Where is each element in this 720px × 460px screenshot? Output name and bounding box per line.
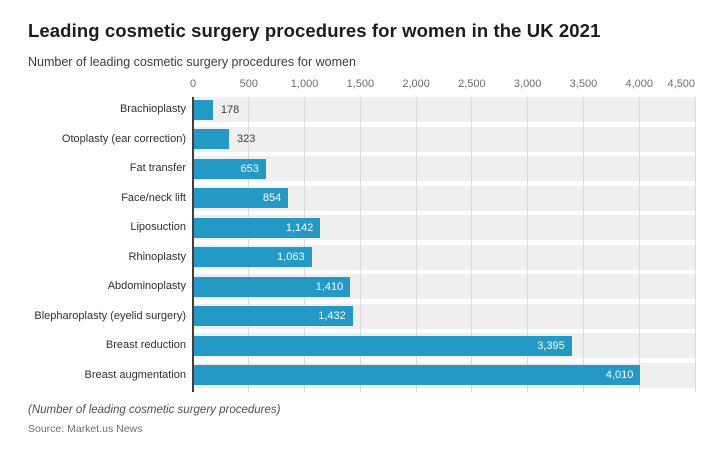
chart-subtitle: Number of leading cosmetic surgery proce… (28, 55, 356, 69)
category-label: Blepharoplasty (eyelid surgery) (34, 309, 186, 322)
bar (193, 306, 353, 326)
row-band (193, 126, 695, 152)
row-band (193, 156, 695, 181)
bar (193, 99, 213, 120)
value-label: 854 (262, 192, 282, 204)
x-tick-label: 4,000 (625, 78, 653, 90)
value-label: 1,432 (318, 310, 346, 322)
value-label: 1,410 (315, 280, 344, 293)
chart-source: Source: Market.us News (28, 423, 143, 435)
bar (193, 217, 321, 238)
bar (193, 129, 230, 149)
x-tick-label: 500 (239, 78, 258, 90)
category-label: Otoplasty (ear correction) (61, 132, 186, 145)
x-axis: 0 500 1,000 1,500 2,000 2,500 3,000 3,500 4,000 4… (0, 78, 720, 94)
value-label: 178 (220, 103, 240, 116)
grid-line (359, 97, 361, 392)
value-label: 3,395 (537, 339, 565, 352)
value-label: 323 (237, 133, 256, 145)
x-tick-label: 1,000 (290, 78, 319, 90)
category-label: Liposuction (130, 221, 186, 233)
x-tick-label: 3,500 (569, 78, 598, 90)
bar (193, 188, 289, 208)
value-label: 1,063 (277, 251, 305, 263)
plot-area: Brachioplasty Otoplasty (ear correction) F… (0, 97, 720, 392)
grid-line (638, 97, 640, 392)
category-label: Rhinoplasty (128, 250, 186, 263)
category-label: Breast reduction (105, 339, 186, 351)
x-tick-label: 4,500 (667, 78, 695, 90)
x-tick-label: 2,500 (458, 78, 486, 90)
grid-line (527, 97, 529, 392)
grid-line (415, 97, 417, 392)
grid-line (248, 97, 250, 392)
bar (193, 365, 641, 385)
chart-title: Leading cosmetic surgery procedures for … (28, 20, 601, 41)
bar (193, 276, 351, 297)
bar (193, 158, 266, 179)
category-label: Abdominoplasty (107, 280, 186, 292)
x-tick-label: 2,000 (402, 78, 430, 90)
chart-footnote: (Number of leading cosmetic surgery proc… (28, 404, 281, 416)
bar (193, 335, 572, 356)
category-label: Brachioplasty (119, 103, 186, 115)
grid-line (304, 97, 306, 392)
category-label: Breast augmentation (84, 368, 186, 381)
grid-line (471, 97, 473, 392)
value-label: 1,142 (285, 221, 314, 234)
x-tick-label: 1,500 (346, 78, 375, 90)
bar (193, 247, 312, 267)
zero-axis-line (192, 97, 194, 392)
grid-line (582, 97, 584, 392)
row-band (193, 97, 695, 122)
grid-line (694, 97, 696, 392)
x-tick-label: 3,000 (513, 78, 542, 90)
x-tick-label: 0 (189, 78, 197, 90)
value-label: 653 (240, 162, 259, 175)
value-label: 4,010 (605, 369, 634, 381)
category-label: Fat transfer (129, 162, 186, 174)
category-label: Face/neck lift (121, 191, 186, 204)
